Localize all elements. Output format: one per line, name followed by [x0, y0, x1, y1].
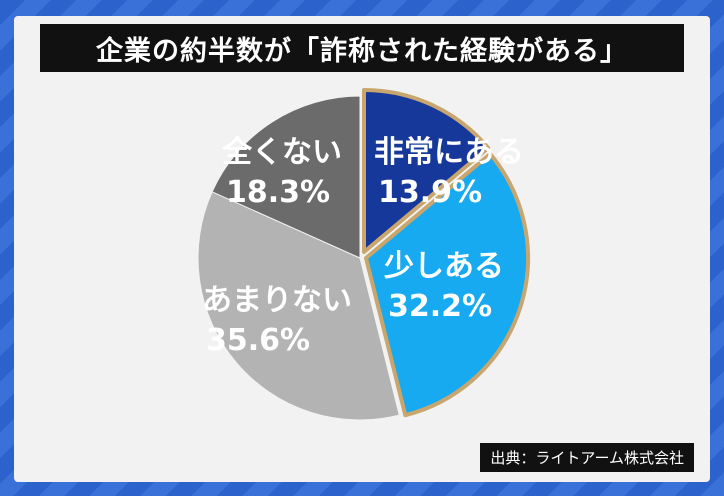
slice-value-4: 18.3% — [226, 175, 330, 210]
slice-label-3: あまりない — [202, 283, 352, 318]
slice-label-1: 非常にある — [374, 135, 524, 170]
slice-label-2: 少しある — [384, 249, 504, 284]
slice-value-1: 13.9% — [378, 175, 482, 210]
pie-slices — [197, 88, 530, 421]
pie-slice-1 — [362, 88, 491, 254]
chart-title: 企業の約半数が「詐称された経験がある」 — [96, 35, 628, 67]
source-credit: 出典：ライトアーム株式会社 — [480, 443, 694, 472]
title-bar: 企業の約半数が「詐称された経験がある」 — [40, 24, 684, 72]
pie-labels: 非常にある 13.9% 少しある 32.2% あまりない 35.6% 全くない 18.3% — [202, 135, 524, 358]
pie-slice-2 — [364, 151, 530, 418]
slice-value-3: 35.6% — [206, 323, 310, 358]
pie-slice-3 — [197, 191, 400, 421]
slice-value-2: 32.2% — [388, 289, 492, 324]
pie-slice-4 — [211, 95, 361, 259]
slice-label-4: 全くない — [221, 135, 342, 170]
